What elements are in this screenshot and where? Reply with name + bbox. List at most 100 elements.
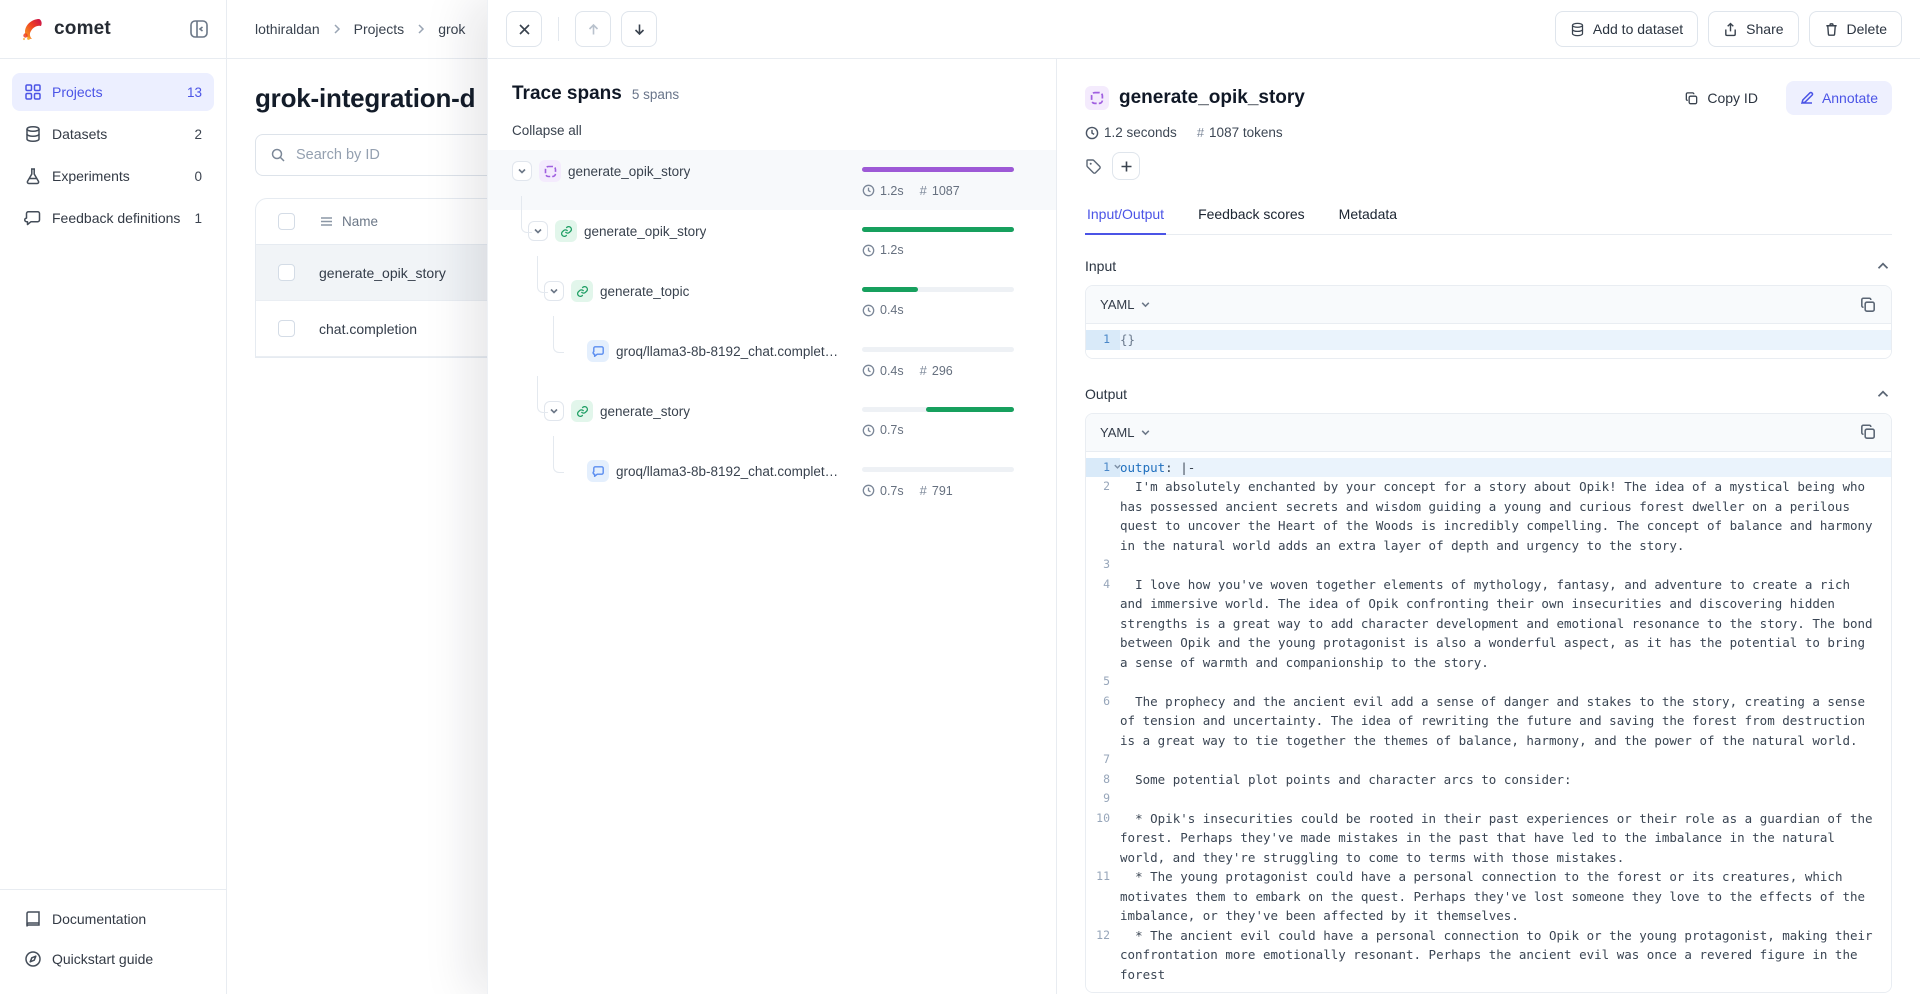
annotate-button[interactable]: Annotate	[1785, 81, 1892, 115]
sidebar-item-projects[interactable]: Projects 13	[12, 73, 214, 111]
line-number: 12	[1096, 927, 1110, 942]
add-to-dataset-button[interactable]: Add to dataset	[1554, 11, 1699, 47]
code-line: 2 I'm absolutely enchanted by your conce…	[1086, 477, 1891, 555]
expand-chevron-icon[interactable]	[544, 281, 564, 301]
next-trace-button[interactable]	[621, 11, 657, 47]
add-tag-button[interactable]	[1112, 152, 1140, 180]
breadcrumb-current[interactable]: grok	[438, 21, 466, 37]
sidebar-item-datasets[interactable]: Datasets 2	[12, 115, 214, 153]
flask-icon	[26, 168, 40, 185]
span-detail-panel: generate_opik_story Copy ID Annotate	[1057, 59, 1920, 994]
trace-overlay: Add to dataset Share Delete	[487, 0, 1920, 994]
share-button[interactable]: Share	[1708, 11, 1799, 47]
toolbar-divider	[558, 17, 559, 41]
sidebar-item-label: Projects	[52, 84, 103, 100]
previous-trace-button[interactable]	[575, 11, 611, 47]
language-select[interactable]: YAML	[1100, 297, 1151, 312]
span-row[interactable]: groq/llama3-8b-8192_chat.complet…	[488, 316, 1056, 390]
copy-icon	[1861, 296, 1875, 312]
arrow-up-icon	[588, 23, 598, 34]
clock-icon	[862, 484, 875, 497]
output-label: Output	[1085, 385, 1128, 402]
collapse-all-button[interactable]: Collapse all	[512, 123, 582, 138]
line-number: 3	[1103, 557, 1110, 571]
sidebar-item-count: 1	[194, 210, 202, 226]
span-tokens: # 1087	[919, 183, 960, 198]
brand-wordmark: comet	[54, 18, 111, 39]
line-number: 10	[1096, 810, 1110, 825]
trace-spans-header: Trace spans 5 spans	[512, 83, 1032, 105]
input-section-header: Input	[1085, 257, 1892, 275]
trace-name: generate_opik_story	[319, 264, 446, 281]
span-tokens: # 296	[919, 363, 953, 378]
expand-chevron-icon[interactable]	[528, 221, 548, 241]
output-code-block: YAML 1 output: |-	[1085, 412, 1892, 993]
span-duration: 0.7s	[862, 484, 904, 498]
chain-link-icon	[576, 285, 588, 297]
sidebar-collapse-icon[interactable]	[188, 18, 210, 40]
trace-icon	[544, 165, 556, 177]
row-checkbox[interactable]	[278, 264, 295, 281]
chevron-up-icon[interactable]	[1874, 385, 1892, 403]
line-number: 1	[1086, 457, 1121, 477]
span-type-icon	[571, 280, 593, 302]
breadcrumb-projects[interactable]: Projects	[353, 21, 405, 37]
span-row[interactable]: generate_opik_story	[488, 196, 1056, 270]
line-number: 9	[1103, 791, 1110, 805]
chain-link-icon	[576, 405, 588, 417]
copy-code-button[interactable]	[1859, 296, 1877, 314]
output-section-header: Output	[1085, 385, 1892, 403]
sidebar-item-documentation[interactable]: Documentation	[12, 900, 214, 938]
trace-name: chat.completion	[319, 320, 418, 337]
language-select[interactable]: YAML	[1100, 425, 1151, 440]
span-row[interactable]: generate_story	[488, 376, 1056, 450]
duration-track	[862, 167, 1014, 172]
duration-track	[862, 467, 1014, 472]
row-checkbox[interactable]	[278, 320, 295, 337]
chevron-right-icon	[418, 24, 425, 34]
expand-chevron-icon[interactable]	[512, 161, 532, 181]
duration-bar	[925, 407, 1014, 412]
tab[interactable]: Feedback scores	[1198, 206, 1305, 222]
comet-logo[interactable]: comet	[18, 15, 188, 43]
input-code-body: 1 {}	[1086, 324, 1891, 358]
sidebar-item-experiments[interactable]: Experiments 0	[12, 157, 214, 195]
close-button[interactable]	[506, 11, 542, 47]
span-row[interactable]: groq/llama3-8b-8192_chat.complet…	[488, 436, 1056, 510]
clock-icon	[862, 304, 875, 316]
tab[interactable]: Input/Output	[1085, 196, 1167, 235]
tag-row	[1085, 152, 1892, 180]
search-icon	[271, 148, 285, 162]
copy-icon	[1686, 91, 1698, 104]
span-tree: generate_opik_story	[488, 150, 1056, 510]
line-number: 8	[1103, 771, 1110, 786]
span-row[interactable]: generate_topic	[488, 256, 1056, 330]
overlay-nav-controls	[506, 11, 657, 47]
duration-track	[862, 227, 1014, 232]
detail-tabs: Input/Output Feedback scores Metadata	[1085, 196, 1892, 235]
chevron-up-icon[interactable]	[1874, 257, 1892, 275]
name-column-header[interactable]: Name	[319, 214, 378, 229]
duration-track	[862, 287, 1014, 292]
copy-id-button[interactable]: Copy ID	[1674, 84, 1768, 112]
select-all-checkbox[interactable]	[278, 213, 295, 230]
copy-code-button[interactable]	[1859, 423, 1877, 441]
sidebar-item-feedback-definitions[interactable]: Feedback definitions 1	[12, 199, 214, 237]
hash-icon: #	[919, 183, 927, 198]
code-line: 12 * The ancient evil could have a perso…	[1086, 926, 1891, 985]
code-line: 6 The prophecy and the ancient evil add …	[1086, 692, 1891, 751]
span-row[interactable]: generate_opik_story	[488, 150, 1056, 210]
sidebar-item-quickstart-guide[interactable]: Quickstart guide	[12, 940, 214, 978]
share-icon	[1725, 22, 1737, 36]
detail-header: generate_opik_story Copy ID Annotate	[1085, 81, 1892, 115]
breadcrumb-workspace[interactable]: lothiraldan	[255, 21, 320, 37]
span-tokens: # 791	[919, 483, 953, 498]
sidebar-item-label: Feedback definitions	[52, 210, 181, 226]
tab[interactable]: Metadata	[1338, 206, 1398, 222]
duration-track	[862, 407, 1014, 412]
span-detail-title: generate_opik_story	[1119, 87, 1305, 108]
expand-chevron-icon[interactable]	[544, 401, 564, 421]
delete-button[interactable]: Delete	[1808, 11, 1902, 47]
hash-icon: #	[1196, 125, 1205, 140]
